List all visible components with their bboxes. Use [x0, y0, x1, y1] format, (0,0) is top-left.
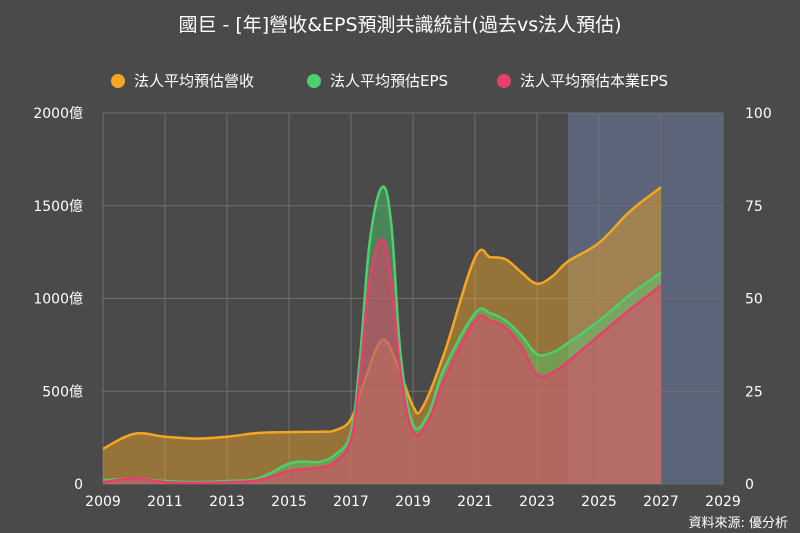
x-tick-label: 2027	[643, 494, 679, 510]
x-tick-label: 2023	[519, 494, 555, 510]
x-tick-label: 2015	[271, 494, 307, 510]
x-tick-label: 2013	[209, 494, 245, 510]
y-left-tick-label: 500億	[42, 384, 83, 400]
y-right-tick-label: 0	[745, 477, 754, 493]
y-right-tick-label: 100	[745, 106, 772, 122]
series-area-core-eps	[103, 239, 661, 484]
legend: 法人平均預估營收 法人平均預估EPS 法人平均預估本業EPS	[0, 70, 800, 94]
source-note: 資料來源: 優分析	[688, 516, 788, 531]
series-line-core-eps	[102, 237, 662, 485]
series-line-eps	[102, 185, 662, 484]
legend-swatch-revenue	[111, 73, 125, 88]
x-tick-label: 2021	[457, 494, 493, 510]
legend-label-core-eps: 法人平均預估本業EPS	[520, 72, 669, 90]
legend-label-revenue: 法人平均預估營收	[134, 72, 255, 90]
legend-item-eps[interactable]: 法人平均預估EPS	[307, 70, 448, 91]
legend-swatch-eps	[307, 73, 321, 88]
legend-item-revenue[interactable]: 法人平均預估營收	[111, 70, 254, 91]
x-tick-label: 2019	[395, 494, 431, 510]
series-line-revenue	[102, 186, 662, 450]
y-left-tick-label: 1500億	[33, 199, 83, 215]
y-right-tick-label: 50	[745, 292, 763, 308]
x-tick-label: 2029	[705, 494, 741, 510]
legend-label-eps: 法人平均預估EPS	[330, 72, 449, 90]
x-tick-label: 2011	[147, 494, 183, 510]
chart-title: 國巨 - [年]營收&EPS預測共識統計(過去vs法人預估)	[178, 14, 622, 36]
legend-item-core-eps[interactable]: 法人平均預估本業EPS	[497, 70, 668, 91]
x-tick-label: 2017	[333, 494, 369, 510]
y-left-tick-label: 1000億	[33, 292, 83, 308]
y-right-tick-label: 75	[745, 199, 763, 215]
y-right-tick-label: 25	[745, 384, 763, 400]
x-tick-label: 2025	[581, 494, 617, 510]
x-tick-label: 2009	[85, 494, 121, 510]
legend-swatch-core-eps	[497, 73, 511, 88]
y-left-tick-label: 2000億	[33, 106, 83, 122]
y-left-tick-label: 0	[74, 477, 83, 493]
